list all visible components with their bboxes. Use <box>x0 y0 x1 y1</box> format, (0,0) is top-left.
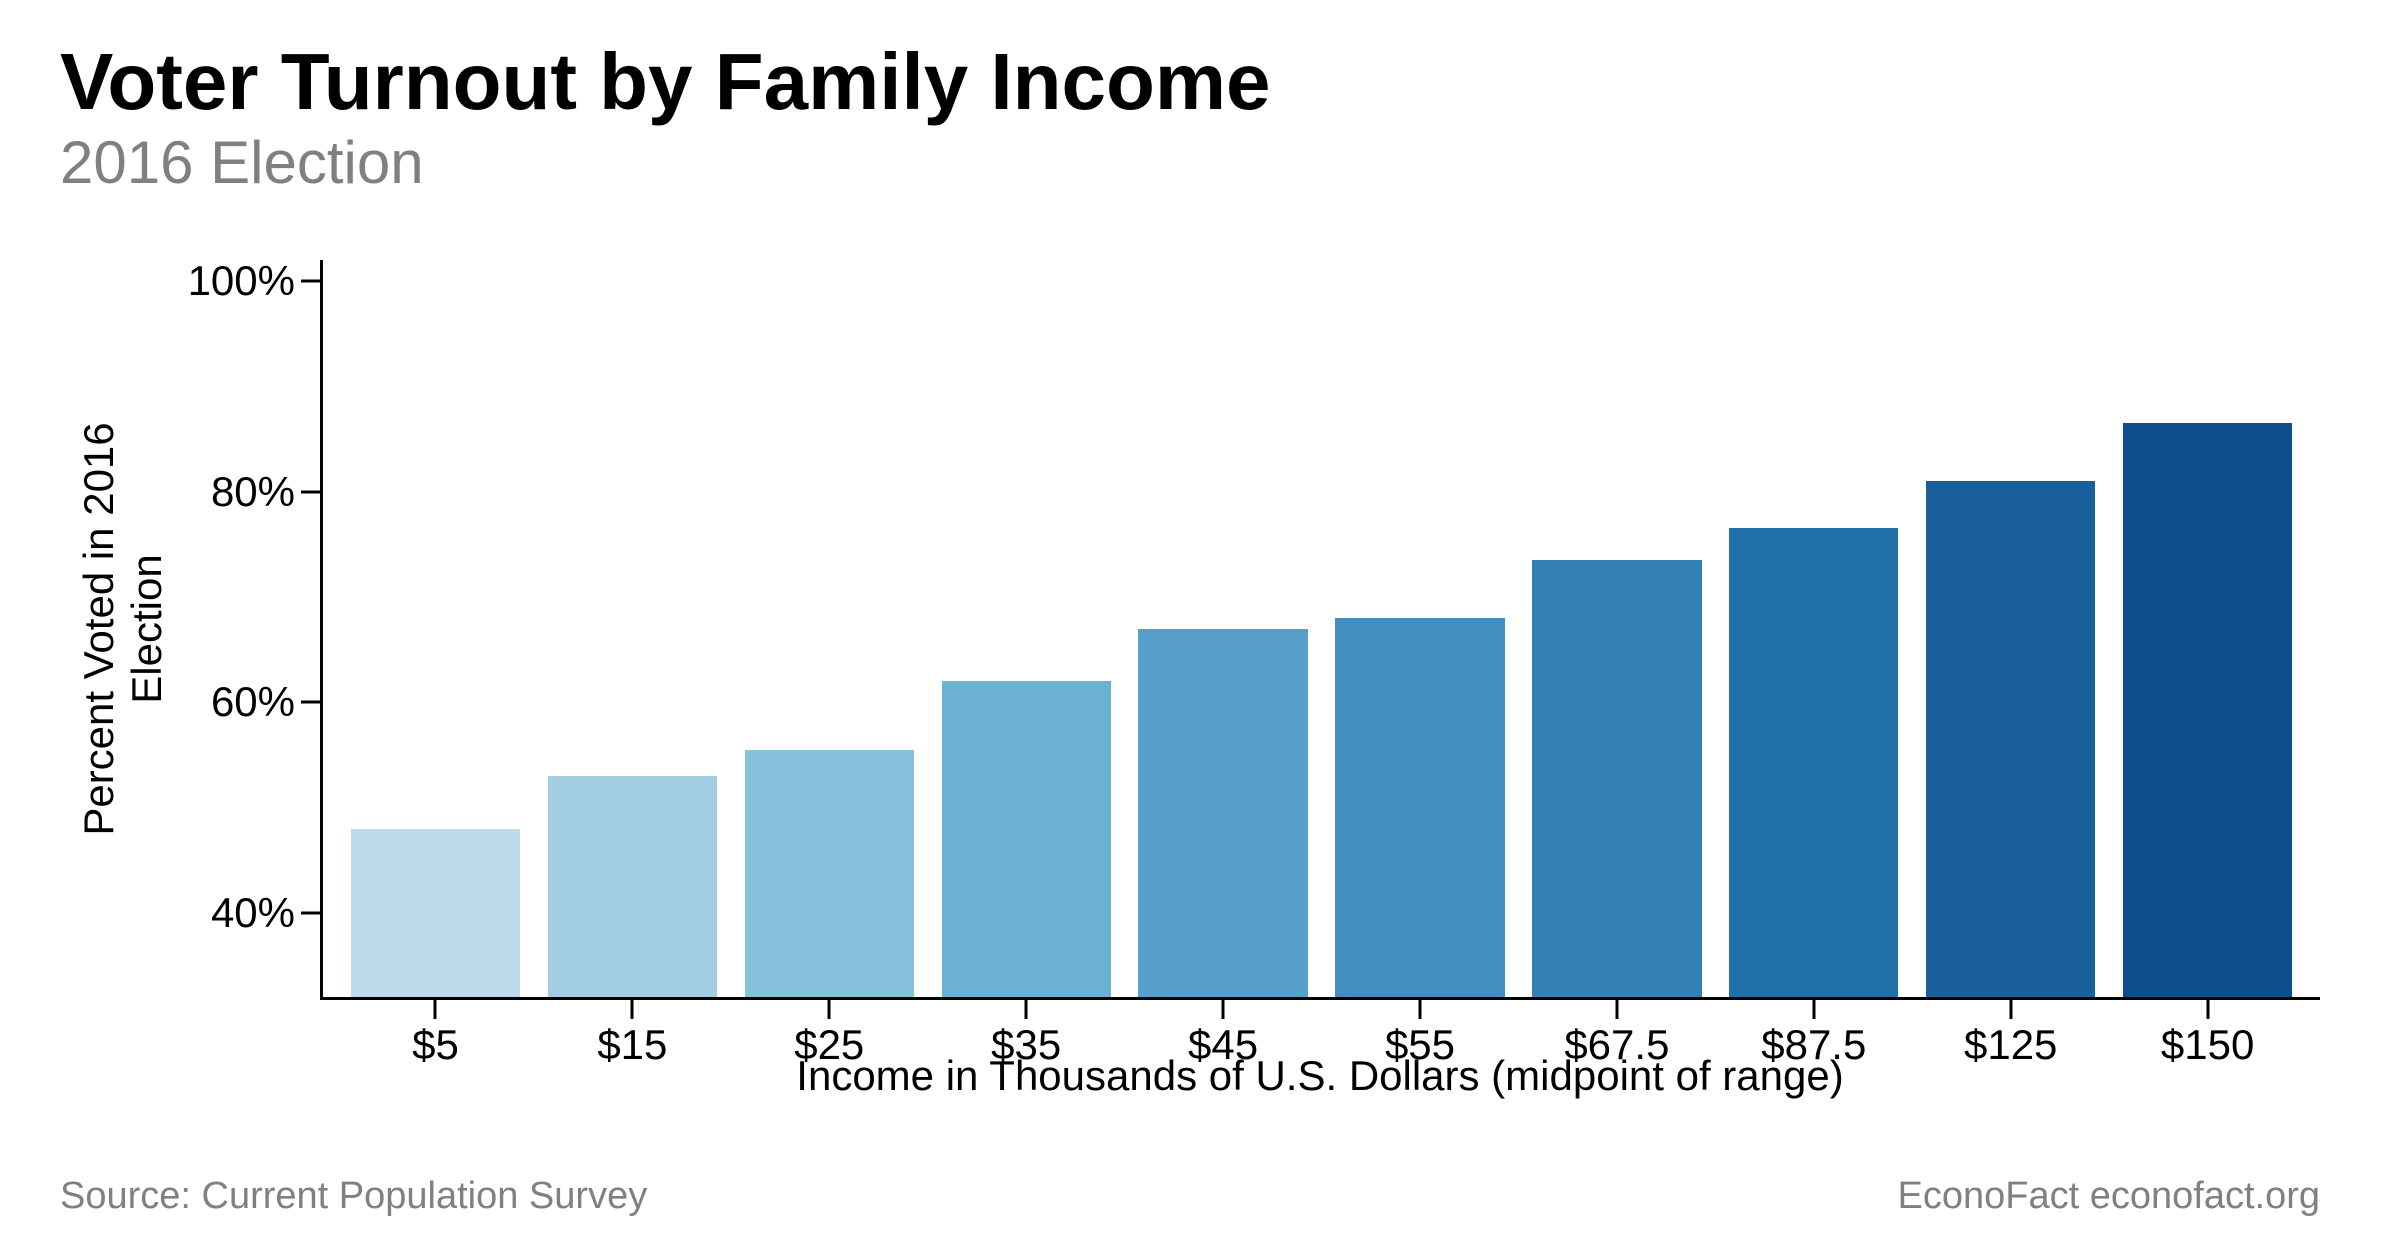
y-tick <box>301 490 323 493</box>
bar-slot <box>1322 260 1519 997</box>
bar <box>745 750 914 997</box>
y-tick <box>301 280 323 283</box>
attribution-caption: EconoFact econofact.org <box>1898 1175 2320 1218</box>
chart-root: Voter Turnout by Family Income 2016 Elec… <box>0 0 2400 1260</box>
bar <box>548 776 717 997</box>
bar <box>351 829 520 997</box>
x-tick <box>828 997 831 1019</box>
x-tick <box>1812 997 1815 1019</box>
bar <box>942 681 1111 997</box>
x-tick <box>2009 997 2012 1019</box>
bar-slot <box>1125 260 1322 997</box>
bar-slot <box>1715 260 1912 997</box>
bar-slot <box>928 260 1125 997</box>
bar <box>1138 629 1307 998</box>
y-tick-label: 100% <box>188 257 295 305</box>
bar-slot <box>1518 260 1715 997</box>
x-tick <box>1418 997 1421 1019</box>
source-caption: Source: Current Population Survey <box>60 1175 647 1218</box>
bar-slot <box>534 260 731 997</box>
y-tick-label: 80% <box>211 468 295 516</box>
x-tick <box>1615 997 1618 1019</box>
x-tick <box>631 997 634 1019</box>
y-tick <box>301 911 323 914</box>
y-axis-label-line1: Percent Voted in 2016 <box>75 422 122 835</box>
x-tick <box>1025 997 1028 1019</box>
plot-container: Percent Voted in 2016 Election $5$15$25$… <box>60 260 2320 1130</box>
x-axis-label: Income in Thousands of U.S. Dollars (mid… <box>320 1052 2320 1100</box>
bar-slot <box>731 260 928 997</box>
y-axis-label-line2: Election <box>123 554 170 703</box>
y-tick-label: 60% <box>211 678 295 726</box>
bar <box>2123 423 2292 997</box>
x-tick <box>434 997 437 1019</box>
bar <box>1335 618 1504 997</box>
bars-group <box>323 260 2320 997</box>
bar <box>1532 560 1701 997</box>
chart-subtitle: 2016 Election <box>60 128 2340 197</box>
y-tick-label: 40% <box>211 889 295 937</box>
bar-slot <box>2109 260 2306 997</box>
x-tick <box>1222 997 1225 1019</box>
bar-slot <box>1912 260 2109 997</box>
bar-slot <box>337 260 534 997</box>
chart-title: Voter Turnout by Family Income <box>60 40 2340 124</box>
y-tick <box>301 701 323 704</box>
y-axis-label: Percent Voted in 2016 Election <box>75 329 171 929</box>
x-tick <box>2206 997 2209 1019</box>
bar <box>1926 481 2095 997</box>
bar <box>1729 528 1898 997</box>
plot-area: Percent Voted in 2016 Election $5$15$25$… <box>320 260 2320 1000</box>
